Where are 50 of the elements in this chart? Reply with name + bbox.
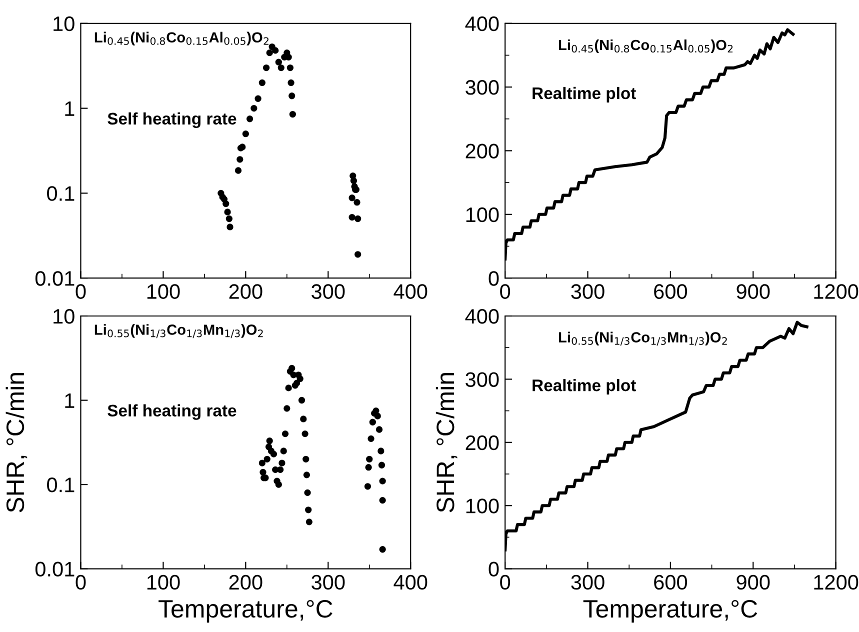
y-tick-label: 200 — [466, 144, 499, 158]
x-tick-label: 900 — [736, 574, 770, 590]
y-tick-label: 0 — [488, 271, 499, 286]
y-tick-label: 0.1 — [47, 186, 74, 201]
x-tick-label: 600 — [654, 284, 688, 299]
x-tick-label: 600 — [654, 574, 688, 590]
x-tick-label: 200 — [229, 284, 262, 299]
y-tick-label: 10 — [54, 16, 74, 32]
x-tick-label: 0 — [76, 284, 86, 299]
y-tick-label: 10 — [54, 309, 74, 324]
y-tick-label: 100 — [466, 207, 499, 222]
x-tick-label: 0 — [500, 284, 510, 299]
x-tick-label: 100 — [147, 574, 180, 590]
x-tick-label: 300 — [312, 284, 345, 299]
x-tick-label: 100 — [147, 284, 180, 299]
annotation: Self heating rate — [108, 112, 236, 128]
y-tick-label: 1 — [65, 102, 74, 116]
annotation: Realtime plot — [532, 86, 636, 102]
y-tick-label: 400 — [465, 16, 499, 32]
x-axis-title: Temperature,°C — [158, 600, 332, 623]
x-tick-label: 300 — [312, 574, 345, 590]
text: Li$_{0.55}$(Ni$_{1/3}$Co$_{1/3}$Mn$_{1/3}$)O$_{2}$ — [558, 332, 727, 346]
y-tick-label: 300 — [466, 372, 499, 387]
x-tick-label: 0 — [76, 574, 86, 590]
x-tick-label: 1200 — [814, 574, 858, 590]
x-tick-label: 400 — [394, 284, 428, 299]
text: Li$_{0.45}$(Ni$_{0.8}$Co$_{0.15}$Al$_{0.05}$)O$_{2}$ — [558, 39, 733, 54]
y-tick-label: 100 — [466, 498, 499, 514]
text: Li$_{0.45}$(Ni$_{0.8}$Co$_{0.15}$Al$_{0.05}$)O$_{2}$ — [94, 32, 268, 46]
annotation: Realtime plot — [532, 379, 636, 395]
y-tick-label: 0.01 — [35, 562, 74, 577]
y-tick-label: 0 — [488, 562, 499, 577]
x-tick-label: 1200 — [814, 284, 858, 299]
y-tick-label: 1 — [65, 393, 74, 408]
y-axis-title: SHR, °C/min — [436, 373, 458, 512]
x-tick-label: 300 — [571, 574, 604, 590]
y-tick-label: 0.1 — [47, 478, 74, 492]
y-tick-label: 400 — [465, 309, 499, 324]
y-tick-label: 300 — [466, 80, 499, 95]
annotation: Self heating rate — [108, 404, 236, 420]
x-axis-title: Temperature,°C — [583, 600, 758, 623]
x-tick-label: 400 — [394, 574, 428, 590]
x-tick-label: 200 — [229, 574, 262, 590]
x-tick-label: 300 — [571, 284, 604, 299]
text: Li$_{0.55}$(Ni$_{1/3}$Co$_{1/3}$Mn$_{1/3}$)O$_{2}$ — [94, 324, 263, 338]
y-axis-title: SHR, °C/min — [6, 373, 28, 512]
y-tick-label: 200 — [466, 435, 499, 450]
y-tick-label: 0.01 — [35, 271, 74, 286]
x-tick-label: 900 — [736, 284, 770, 299]
x-tick-label: 0 — [500, 574, 510, 590]
